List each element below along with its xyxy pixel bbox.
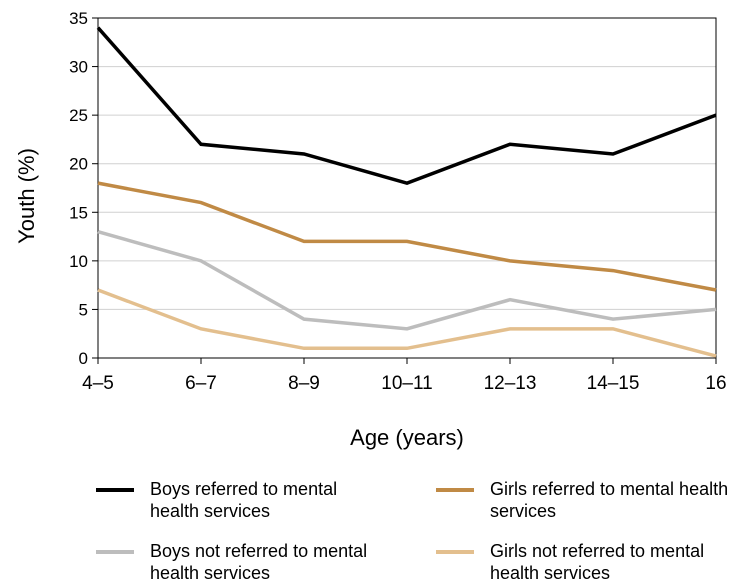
legend-swatch <box>436 550 474 554</box>
x-tick-label: 8–9 <box>288 373 320 394</box>
axes <box>92 17 717 364</box>
line-chart: 0 5 10 15 20 25 30 35 4–5 6–7 8–9 10–11 12–13 14–15 16… <box>14 9 727 450</box>
legend-label: Girls referred to mental health services <box>490 479 729 521</box>
series-line <box>97 288 717 358</box>
series-line <box>96 26 717 185</box>
y-tick-label: 10 <box>69 252 88 271</box>
legend-swatch <box>436 488 474 492</box>
legend-swatch <box>96 488 134 492</box>
grid-lines <box>98 17 716 310</box>
legend-item-boys-referred: Boys referred to mental health services <box>96 478 436 522</box>
x-tick-label: 16 <box>705 373 726 394</box>
x-tick-label: 4–5 <box>82 373 114 394</box>
y-tick-label: 35 <box>69 9 88 28</box>
legend-label: Boys referred to mental health services <box>150 479 338 521</box>
series-line <box>97 181 717 292</box>
legend-label: Girls not referred to mental health serv… <box>490 541 705 583</box>
y-tick-label: 25 <box>69 106 88 125</box>
y-tick-label: 15 <box>69 203 88 222</box>
x-axis-label: Age (years) <box>350 425 464 450</box>
legend-item-boys-not-referred: Boys not referred to mental health servi… <box>96 540 436 584</box>
series-line <box>97 230 717 331</box>
x-tick-label: 10–11 <box>381 373 432 394</box>
y-tick-label: 0 <box>79 349 88 368</box>
legend-item-girls-referred: Girls referred to mental health services <box>436 478 736 522</box>
legend-swatch <box>96 550 134 554</box>
series-lines <box>96 26 717 358</box>
legend-label: Boys not referred to mental health servi… <box>150 541 368 583</box>
y-tick-label: 5 <box>79 300 88 319</box>
legend: Boys referred to mental health services … <box>96 478 736 584</box>
x-tick-label: 12–13 <box>484 373 537 394</box>
y-tick-label: 20 <box>69 155 88 174</box>
x-tick-label: 14–15 <box>587 373 640 394</box>
legend-item-girls-not-referred: Girls not referred to mental health serv… <box>436 540 736 584</box>
plot-frame <box>97 17 717 359</box>
y-tick-label: 30 <box>69 58 88 77</box>
y-axis-label: Youth (%) <box>14 148 39 244</box>
tick-labels: 0 5 10 15 20 25 30 35 4–5 6–7 8–9 10–11 12–13 14–15 16 <box>69 9 726 394</box>
x-tick-label: 6–7 <box>185 373 217 394</box>
